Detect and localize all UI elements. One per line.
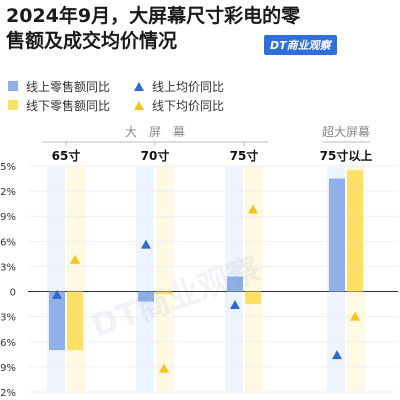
- marker-online-price: [141, 239, 151, 249]
- triangle-up-icon: [134, 81, 144, 91]
- legend-item-offline-sales: 线下零售额同比: [8, 97, 110, 113]
- y-tick-label: 0: [10, 288, 16, 299]
- category-band-offline: [156, 166, 174, 392]
- bar-online-sales: [227, 276, 243, 292]
- y-tick-label: 3%: [0, 262, 16, 273]
- y-tick-label: -6%: [0, 338, 16, 349]
- marker-online-price: [332, 350, 342, 360]
- category-label: 70寸: [141, 148, 170, 163]
- marker-offline-price: [350, 311, 360, 321]
- group-header: 超大屏幕: [322, 124, 370, 139]
- bar-online-sales: [49, 291, 65, 351]
- y-tick-label: 12%: [0, 187, 16, 198]
- marker-online-price: [52, 289, 62, 299]
- y-tick-label: -3%: [0, 313, 16, 324]
- legend-label-offline-sales: 线下零售额同比: [26, 98, 111, 113]
- marker-offline-price: [159, 363, 169, 373]
- brand-logo: DT商业观察: [264, 35, 337, 55]
- legend-item-online-sales: 线上零售额同比: [8, 78, 110, 94]
- legend: 线上零售额同比 线上均价同比 线下零售额同比 线下均价同比: [4, 78, 264, 114]
- bar-online-sales: [329, 178, 345, 292]
- legend-swatch-online-sales: [8, 81, 18, 91]
- group-header: 大 屏 幕: [125, 125, 185, 139]
- category-label: 65寸: [52, 148, 81, 163]
- bar-offline-sales: [245, 291, 261, 305]
- y-tick-label: -12%: [0, 388, 16, 399]
- legend-label-offline-price: 线下均价同比: [152, 98, 225, 113]
- legend-item-online-price: 线上均价同比: [134, 78, 224, 94]
- category-label: 75寸: [230, 148, 259, 163]
- category-band-offline: [67, 166, 85, 392]
- marker-offline-price: [248, 204, 258, 214]
- category-band-offline: [245, 166, 263, 392]
- chart-title: 2024年9月，大屏幕尺寸彩电的零售额及成交均价情况: [6, 5, 301, 52]
- y-tick-label: 6%: [0, 237, 16, 248]
- bar-offline-sales: [67, 291, 83, 351]
- y-tick-label: 9%: [0, 212, 16, 223]
- category-label: 75寸以上: [320, 148, 373, 163]
- bar-online-sales: [138, 291, 154, 302]
- y-tick-label: 15%: [0, 162, 16, 173]
- legend-label-online-sales: 线上零售额同比: [26, 79, 111, 94]
- category-band-online: [136, 166, 154, 392]
- legend-label-online-price: 线上均价同比: [152, 79, 225, 94]
- y-tick-label: -9%: [0, 363, 16, 374]
- legend-item-offline-price: 线下均价同比: [134, 97, 224, 113]
- legend-swatch-offline-sales: [8, 100, 18, 110]
- marker-online-price: [230, 299, 240, 309]
- bar-offline-sales: [156, 291, 172, 295]
- category-band-online: [47, 166, 65, 392]
- bar-offline-sales: [347, 170, 363, 292]
- marker-offline-price: [70, 254, 80, 264]
- triangle-up-icon: [134, 100, 144, 110]
